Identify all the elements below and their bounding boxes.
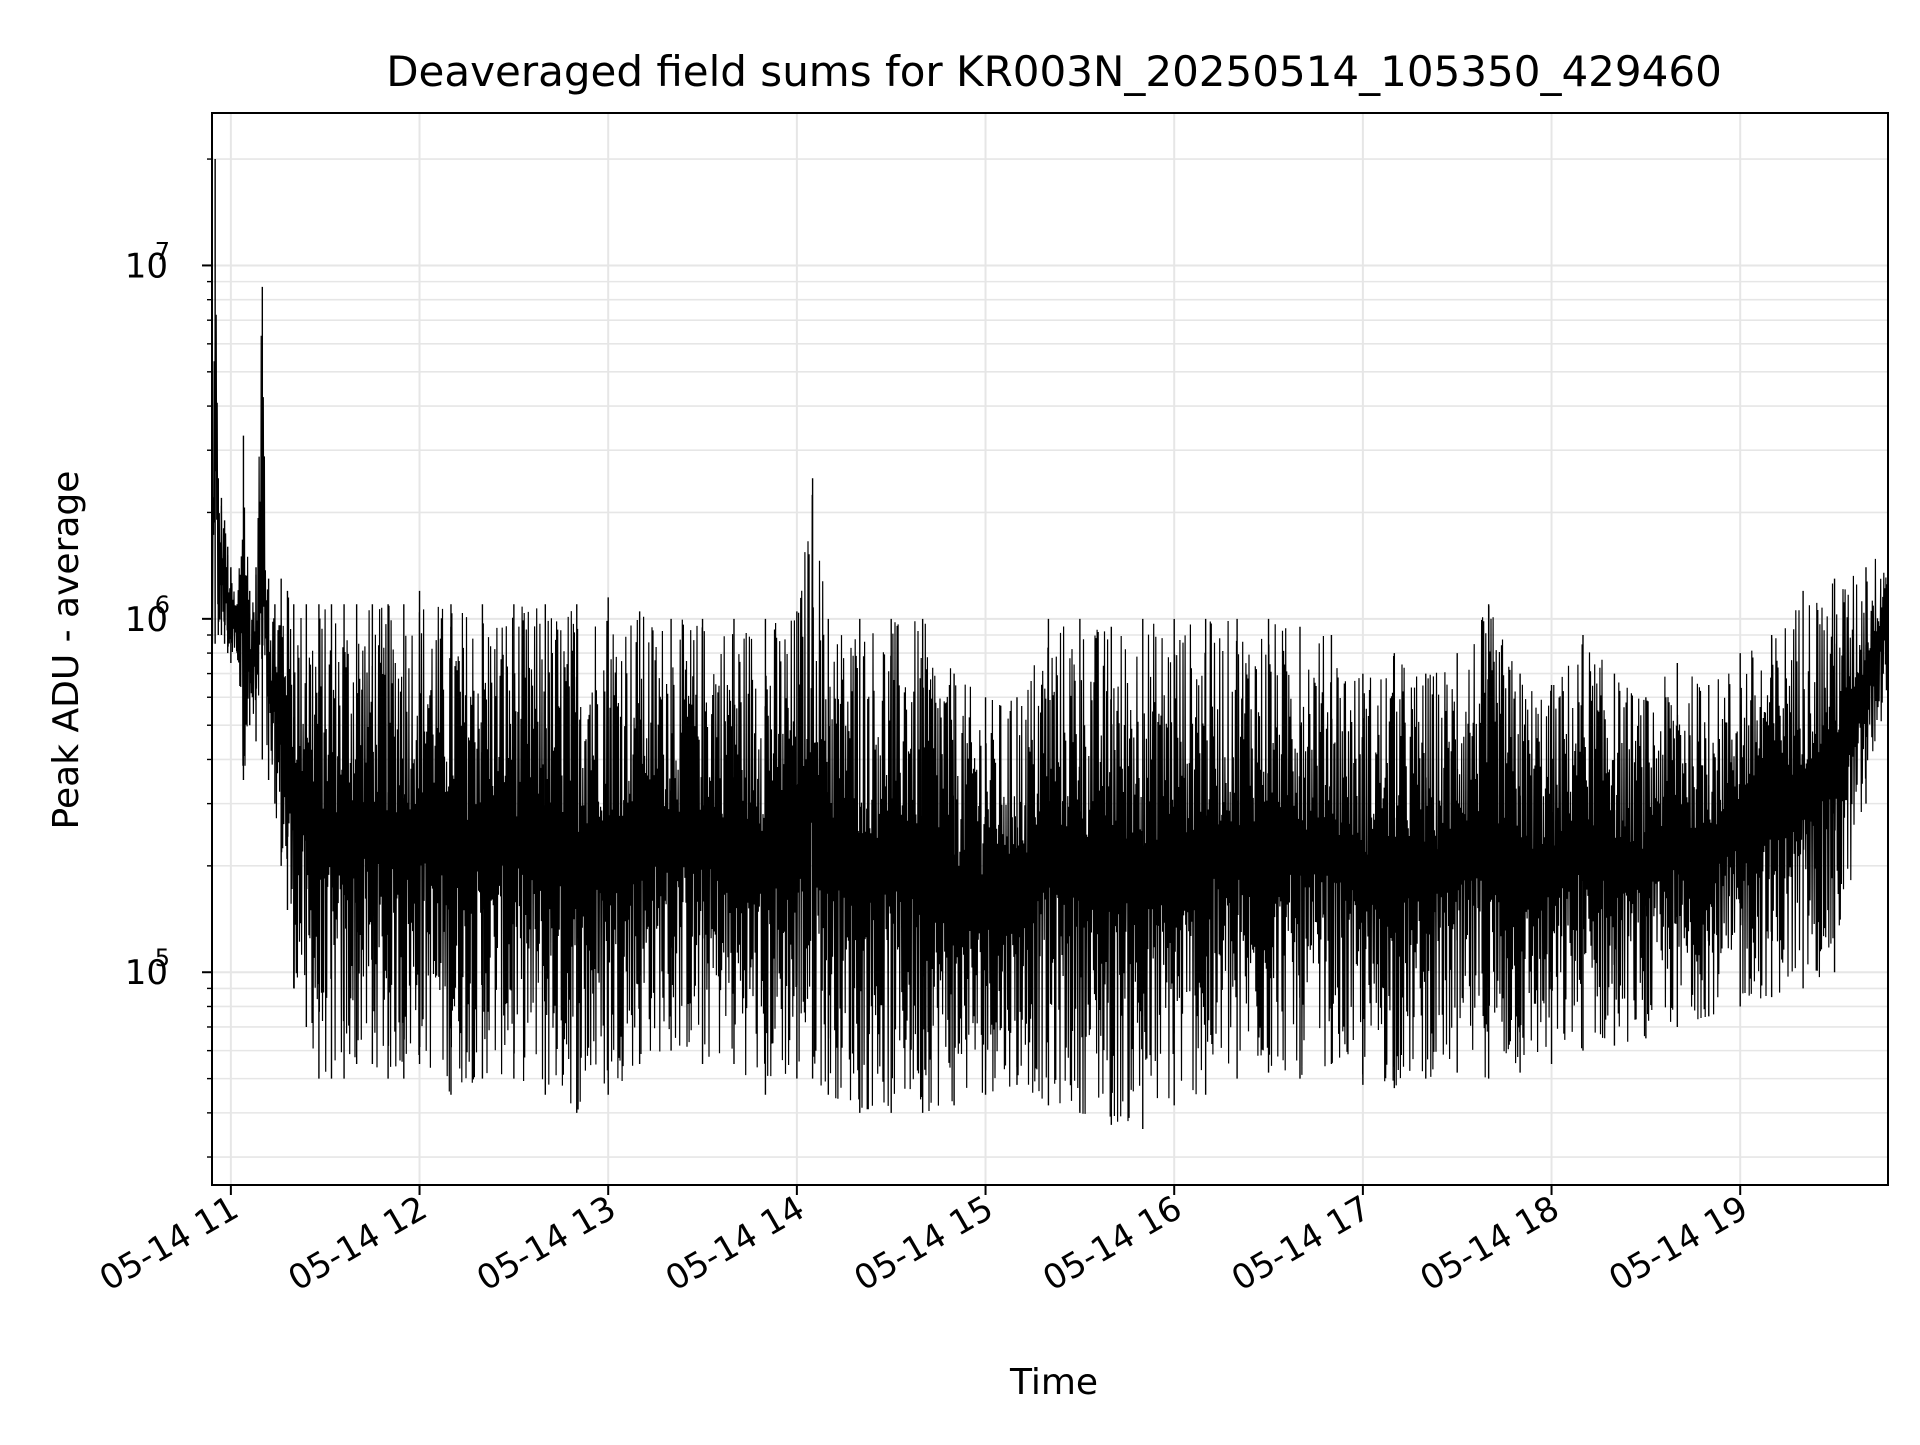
x-axis-label: Time — [1009, 1362, 1098, 1403]
plot-frame — [211, 112, 1889, 1186]
series-layer — [211, 159, 1889, 1130]
y-axis-label: Peak ADU - average — [46, 471, 87, 830]
chart-title: Deaveraged field sums for KR003N_2025051… — [386, 47, 1722, 96]
y-tick-exponent: 7 — [155, 237, 170, 265]
y-tick-label: 10 — [125, 953, 168, 993]
y-tick-exponent: 5 — [155, 944, 170, 972]
y-tick-exponent: 6 — [155, 591, 170, 619]
y-tick-label: 10 — [125, 246, 168, 286]
y-tick-label: 10 — [125, 600, 168, 640]
series-line — [211, 314, 1889, 1122]
